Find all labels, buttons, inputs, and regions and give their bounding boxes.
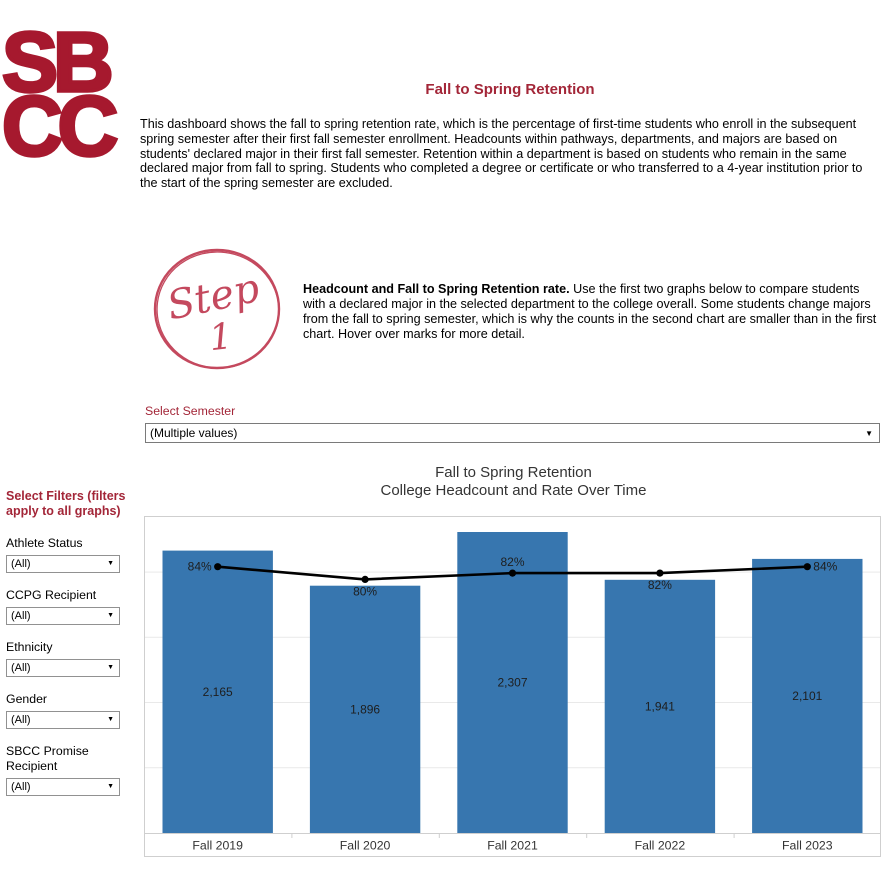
filter-value: (All)	[11, 610, 31, 622]
chevron-down-icon: ▼	[107, 560, 114, 567]
filters-heading: Select Filters (filters apply to all gra…	[6, 489, 126, 518]
badge-circle-inner-icon	[156, 251, 280, 369]
chart-title: Fall to Spring Retention College Headcou…	[145, 464, 882, 500]
filter-value: (All)	[11, 781, 31, 793]
bar-value-label-fall-2022: 1,941	[645, 699, 675, 713]
filter-label: Athlete Status	[6, 536, 83, 550]
filter-group-sbcc-promise: SBCC Promise Recipient (All) ▼	[6, 744, 128, 796]
logo-line-2: CC	[0, 79, 120, 173]
sbcc-promise-dropdown[interactable]: (All) ▼	[6, 778, 120, 796]
page-title: Fall to Spring Retention	[425, 81, 595, 98]
rate-point-fall-2019[interactable]	[214, 563, 222, 571]
filter-value: (All)	[11, 714, 31, 726]
rate-point-fall-2022[interactable]	[656, 569, 664, 577]
x-axis-label-fall-2020: Fall 2020	[340, 839, 391, 853]
semester-filter-dropdown[interactable]: (Multiple values) ▼	[145, 423, 880, 443]
headcount-bar-fall-2020[interactable]	[309, 585, 421, 833]
rate-label-fall-2022: 82%	[648, 578, 672, 592]
chevron-down-icon: ▼	[107, 783, 114, 790]
rate-label-fall-2021: 82%	[500, 555, 524, 569]
step-lead: Headcount and Fall to Spring Retention r…	[303, 282, 570, 296]
filter-group-ccpg-recipient: CCPG Recipient (All) ▼	[6, 588, 128, 625]
x-axis-label-fall-2022: Fall 2022	[635, 839, 686, 853]
x-axis-label-fall-2019: Fall 2019	[192, 839, 243, 853]
badge-step-number: 1	[207, 316, 234, 359]
filter-label: SBCC Promise Recipient	[6, 744, 89, 773]
x-axis-label-fall-2023: Fall 2023	[782, 839, 833, 853]
chart-border	[144, 516, 881, 857]
bar-value-label-fall-2020: 1,896	[350, 702, 380, 716]
sbcc-logo: SB CC	[0, 15, 120, 173]
chevron-down-icon: ▼	[865, 428, 873, 438]
filter-group-ethnicity: Ethnicity (All) ▼	[6, 640, 128, 677]
ethnicity-dropdown[interactable]: (All) ▼	[6, 659, 120, 677]
headcount-bar-fall-2021[interactable]	[457, 532, 568, 833]
x-axis-label-fall-2021: Fall 2021	[487, 839, 538, 853]
filter-label: CCPG Recipient	[6, 588, 97, 602]
filter-label: Ethnicity	[6, 640, 53, 654]
chart-title-line-1: Fall to Spring Retention	[435, 464, 592, 481]
rate-label-fall-2019: 84%	[188, 560, 212, 574]
filter-value: (All)	[11, 662, 31, 674]
chevron-down-icon: ▼	[107, 612, 114, 619]
filter-label: Gender	[6, 692, 48, 706]
headcount-bar-fall-2022[interactable]	[604, 579, 716, 833]
step-description: Headcount and Fall to Spring Retention r…	[303, 282, 883, 342]
rate-label-fall-2023: 84%	[813, 560, 837, 574]
headcount-bar-fall-2023[interactable]	[752, 558, 863, 833]
chart-title-line-2: College Headcount and Rate Over Time	[380, 482, 647, 499]
ccpg-recipient-dropdown[interactable]: (All) ▼	[6, 607, 120, 625]
headcount-retention-chart: 2,165 1,896 2,307 1,941 2,101 84% 80% 82% 82% 84%…	[144, 516, 881, 857]
rate-label-fall-2020: 80%	[353, 584, 377, 598]
logo-line-1: SB	[0, 15, 115, 109]
bar-value-label-fall-2023: 2,101	[792, 689, 822, 703]
step-1-badge: Step 1	[153, 248, 281, 370]
chevron-down-icon: ▼	[107, 664, 114, 671]
step-body: Use the first two graphs below to compar…	[303, 282, 877, 341]
gender-dropdown[interactable]: (All) ▼	[6, 711, 120, 729]
bar-value-label-fall-2019: 2,165	[203, 685, 233, 699]
headcount-bar-fall-2019[interactable]	[162, 550, 273, 833]
semester-filter-value: (Multiple values)	[150, 425, 238, 440]
semester-filter-label: Select Semester	[145, 404, 236, 418]
filter-value: (All)	[11, 558, 31, 570]
rate-point-fall-2021[interactable]	[508, 569, 517, 577]
chevron-down-icon: ▼	[107, 716, 114, 723]
rate-point-fall-2020[interactable]	[361, 575, 369, 583]
bar-value-label-fall-2021: 2,307	[497, 676, 527, 690]
filter-group-athlete-status: Athlete Status (All) ▼	[6, 536, 128, 573]
rate-point-fall-2023[interactable]	[803, 563, 811, 571]
filters-sidebar: Select Filters (filters apply to all gra…	[6, 489, 128, 796]
filter-group-gender: Gender (All) ▼	[6, 692, 128, 729]
intro-text: This dashboard shows the fall to spring …	[140, 117, 863, 191]
athlete-status-dropdown[interactable]: (All) ▼	[6, 555, 120, 573]
